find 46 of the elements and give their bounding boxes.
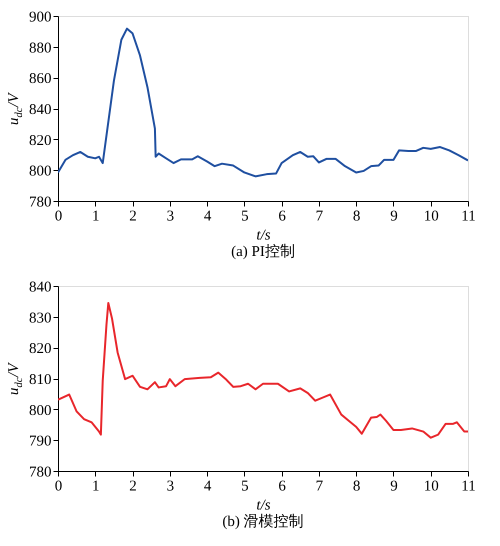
x-axis-title: t/s (256, 498, 271, 514)
y-tick-label: 820 (29, 341, 52, 358)
x-tick-label: 4 (204, 478, 212, 494)
x-tick-label: 1 (92, 478, 100, 494)
x-tick-label: 8 (352, 478, 360, 494)
text: (a) PI控制 (231, 243, 295, 260)
y-tick-label: 780 (29, 464, 52, 480)
y-tick-label: 800 (29, 402, 52, 419)
y-tick-label: 800 (29, 164, 52, 180)
y-tick-label: 840 (29, 102, 52, 118)
line-series (58, 28, 468, 178)
y-tick-label: 900 (29, 10, 52, 26)
x-tick-label: 5 (241, 208, 249, 224)
x-tick-label: 6 (278, 208, 286, 224)
x-tick-label: 11 (461, 478, 476, 494)
y-tick-label: 860 (29, 71, 52, 88)
x-tick-label: 9 (390, 478, 398, 494)
x-axis-title: t/s (256, 228, 271, 244)
x-tick-label: 7 (316, 208, 324, 224)
text: (b) 滑模控制 (222, 513, 304, 530)
x-tick-label: 1 (92, 208, 100, 224)
x-tick-label: 0 (54, 208, 62, 224)
y-tick-label: 820 (29, 132, 52, 149)
x-tick-label: 0 (54, 478, 62, 494)
x-tick-label: 8 (352, 208, 360, 224)
y-tick-label: 880 (29, 40, 52, 56)
x-tick-label: 2 (129, 478, 137, 494)
y-tick-label: 790 (29, 434, 52, 450)
y-tick-label: 810 (29, 372, 52, 388)
x-tick-label: 10 (424, 478, 439, 494)
x-tick-label: 3 (166, 478, 174, 494)
y-tick-label: 780 (29, 194, 52, 210)
x-tick-label: 11 (461, 208, 476, 224)
x-tick-label: 7 (316, 478, 324, 494)
x-tick-label: 5 (241, 478, 249, 494)
x-tick-label: 6 (278, 478, 286, 494)
x-tick-label: 10 (424, 208, 439, 224)
y-tick-label: 840 (29, 280, 52, 296)
y-axis-title: udc/V (6, 362, 25, 396)
y-tick-label: 830 (29, 310, 52, 326)
x-tick-label: 9 (390, 208, 398, 224)
x-tick-label: 3 (166, 208, 174, 224)
line-series (58, 302, 468, 439)
x-tick-label: 2 (129, 208, 137, 224)
y-axis-title: udc/V (6, 92, 25, 126)
x-tick-label: 4 (204, 208, 212, 224)
